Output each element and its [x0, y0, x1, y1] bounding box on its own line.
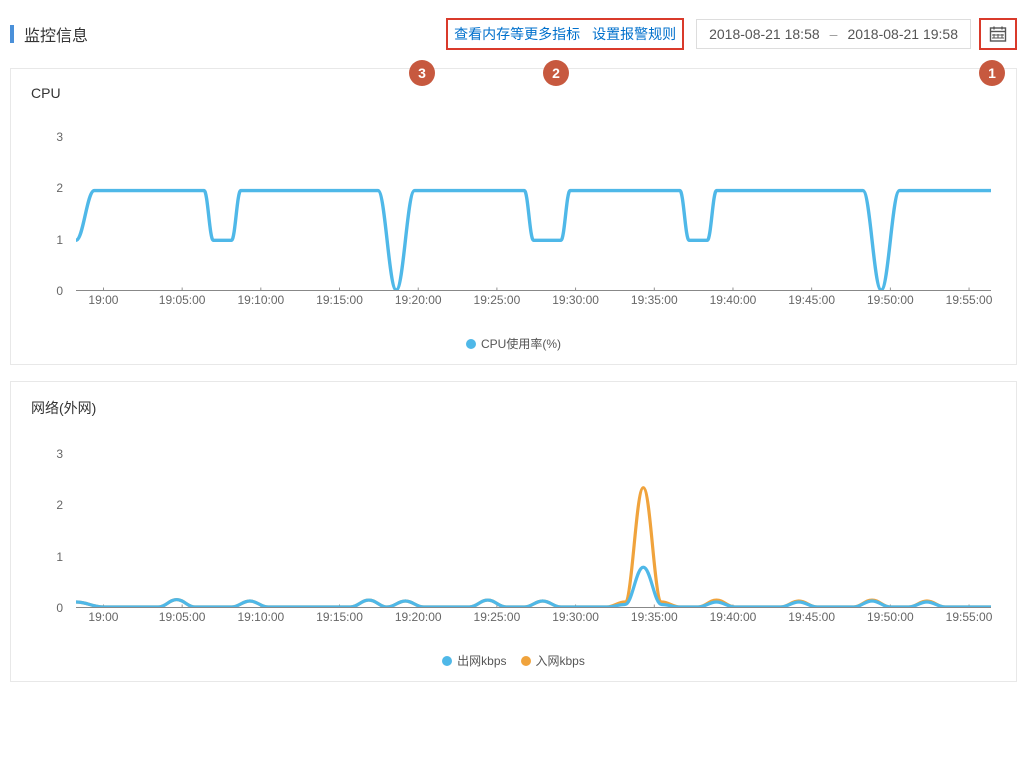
date-from: 2018-08-21 18:58 — [709, 26, 820, 42]
more-metrics-link[interactable]: 查看内存等更多指标 — [448, 20, 586, 48]
cpu-chart-title: CPU — [31, 85, 996, 101]
alarm-rules-link[interactable]: 设置报警规则 — [586, 20, 682, 48]
legend-dot-icon — [521, 656, 531, 666]
callout-badge-1: 1 — [979, 60, 1005, 86]
legend-dot-icon — [466, 339, 476, 349]
network-plot[interactable] — [76, 433, 991, 608]
legend-item[interactable]: 入网kbps — [521, 652, 585, 669]
legend-item[interactable]: 出网kbps — [442, 652, 506, 669]
highlighted-links: 查看内存等更多指标 设置报警规则 — [446, 18, 684, 50]
cpu-plot[interactable] — [76, 116, 991, 291]
callout-badge-2: 2 — [543, 60, 569, 86]
calendar-button[interactable] — [979, 18, 1017, 50]
legend-label: 出网kbps — [457, 652, 506, 669]
cpu-chart-panel: CPU 0123 19:0019:05:0019:10:0019:15:0019… — [10, 68, 1017, 365]
network-chart-panel: 网络(外网) 0123 19:0019:05:0019:10:0019:15:0… — [10, 381, 1017, 682]
network-y-axis: 0123 — [31, 428, 71, 608]
network-x-axis: 19:0019:05:0019:10:0019:15:0019:20:0019:… — [76, 608, 991, 628]
network-legend: 出网kbps 入网kbps — [31, 652, 996, 669]
date-range-picker[interactable]: 2018-08-21 18:58 – 2018-08-21 19:58 — [696, 19, 971, 49]
network-chart-area: 0123 19:0019:05:0019:10:0019:15:0019:20:… — [31, 428, 996, 648]
legend-item[interactable]: CPU使用率(%) — [466, 335, 561, 352]
cpu-y-axis: 0123 — [31, 111, 71, 291]
page-title: 监控信息 — [24, 22, 88, 46]
cpu-x-axis: 19:0019:05:0019:10:0019:15:0019:20:0019:… — [76, 291, 991, 311]
date-to: 2018-08-21 19:58 — [847, 26, 958, 42]
callout-badge-3: 3 — [409, 60, 435, 86]
legend-label: CPU使用率(%) — [481, 335, 561, 352]
calendar-icon — [989, 25, 1007, 43]
date-separator: – — [830, 26, 838, 42]
header-bar: 监控信息 查看内存等更多指标 设置报警规则 2018-08-21 18:58 –… — [10, 10, 1017, 68]
title-accent — [10, 25, 14, 43]
cpu-legend: CPU使用率(%) — [31, 335, 996, 352]
cpu-chart-area: 0123 19:0019:05:0019:10:0019:15:0019:20:… — [31, 111, 996, 331]
legend-dot-icon — [442, 656, 452, 666]
header-actions: 查看内存等更多指标 设置报警规则 2018-08-21 18:58 – 2018… — [446, 18, 1017, 50]
network-chart-title: 网络(外网) — [31, 398, 996, 418]
legend-label: 入网kbps — [536, 652, 585, 669]
